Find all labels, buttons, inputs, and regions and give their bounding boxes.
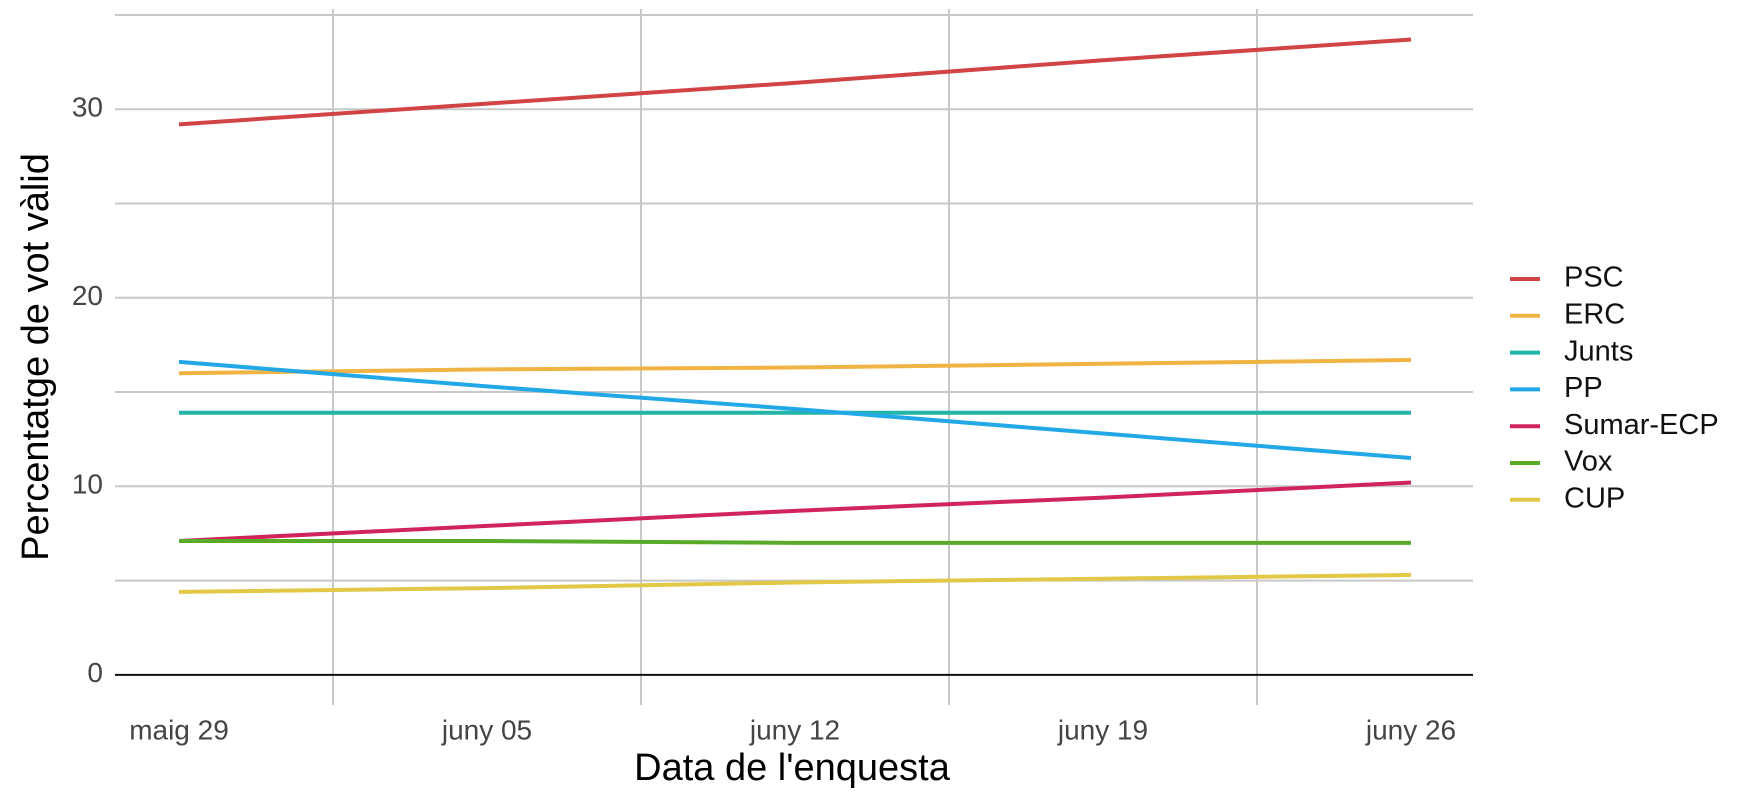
- x-tick-label: juny 26: [1365, 714, 1456, 745]
- legend-label: PSC: [1564, 262, 1624, 294]
- legend-label: Vox: [1564, 446, 1613, 478]
- series-line: [179, 538, 1411, 545]
- x-tick-label: juny 19: [1057, 714, 1148, 745]
- y-axis-title: Percentatge de vot vàlid: [15, 153, 57, 561]
- y-tick-label: 10: [72, 469, 103, 500]
- legend-label: Junts: [1564, 335, 1633, 367]
- legend-label: PP: [1564, 372, 1603, 404]
- legend-label: ERC: [1564, 298, 1625, 330]
- x-tick-label: juny 05: [441, 714, 532, 745]
- x-axis-title: Data de l'enquesta: [634, 747, 951, 789]
- y-tick-label: 30: [72, 92, 103, 123]
- legend-label: Sumar-ECP: [1564, 409, 1719, 441]
- legend-label: CUP: [1564, 482, 1625, 514]
- series-line: [178, 480, 1412, 543]
- y-tick-label: 0: [87, 657, 103, 688]
- series-line: [178, 359, 1412, 461]
- x-tick-label: juny 12: [749, 714, 840, 745]
- series-line: [178, 37, 1412, 127]
- y-tick-label: 20: [72, 280, 103, 311]
- x-tick-label: maig 29: [129, 714, 229, 745]
- series-line: [178, 572, 1412, 594]
- series-line: [178, 358, 1412, 376]
